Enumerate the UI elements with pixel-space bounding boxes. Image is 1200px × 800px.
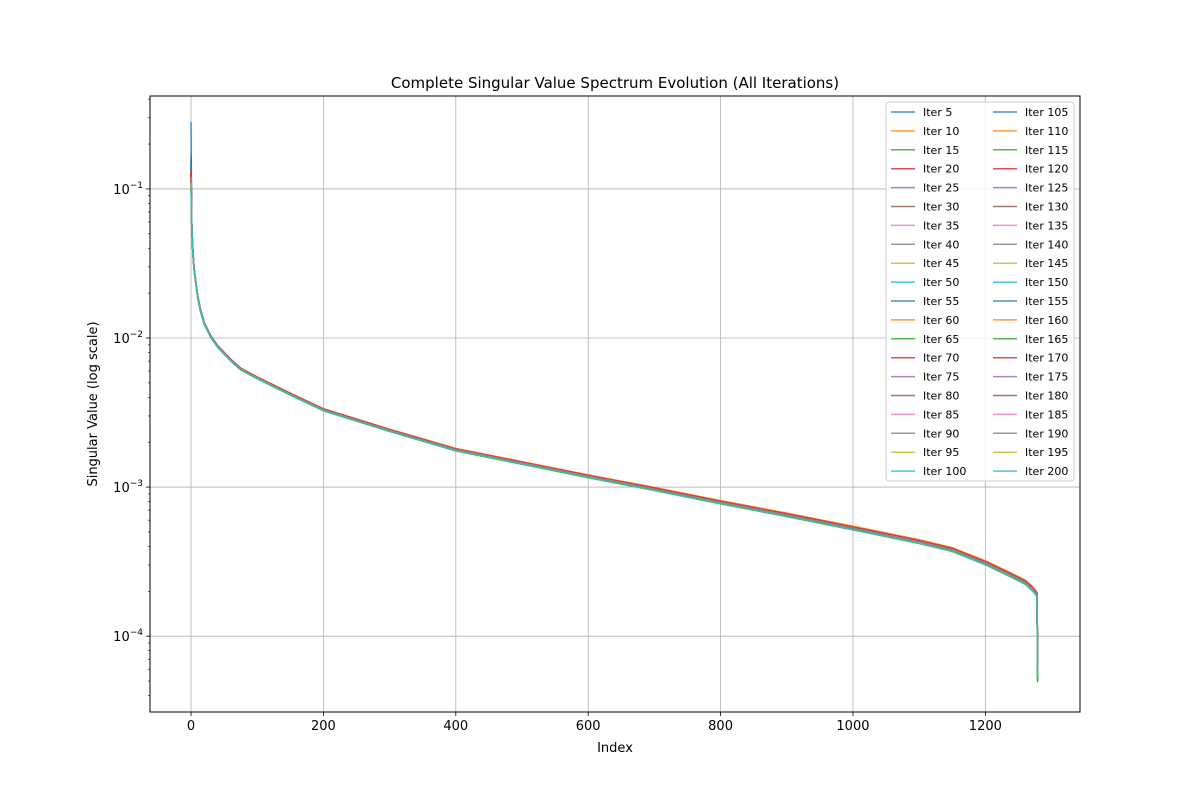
plot-area-frame <box>149 95 1081 713</box>
legend-label: Iter 70 <box>923 352 959 365</box>
legend-label: Iter 10 <box>923 125 959 138</box>
legend-label: Iter 75 <box>923 371 959 384</box>
legend-label: Iter 30 <box>923 201 959 214</box>
x-tick-label: 800 <box>708 719 733 734</box>
legend-label: Iter 110 <box>1025 125 1068 138</box>
legend-label: Iter 155 <box>1025 295 1068 308</box>
y-tick-label: 10−4 <box>113 628 143 645</box>
legend-label: Iter 25 <box>923 182 959 195</box>
legend-label: Iter 170 <box>1025 352 1068 365</box>
legend-label: Iter 190 <box>1025 427 1068 440</box>
legend-label: Iter 80 <box>923 390 959 403</box>
chart-title: Complete Singular Value Spectrum Evoluti… <box>391 74 839 92</box>
legend-label: Iter 195 <box>1025 446 1068 459</box>
x-axis: 0 200 400 600 800 1000 1200 <box>187 712 1002 734</box>
legend-label: Iter 160 <box>1025 314 1068 327</box>
x-tick-label: 0 <box>187 719 195 734</box>
y-tick-label: 10−1 <box>113 181 143 198</box>
legend-box <box>885 101 1075 482</box>
y-tick-label: 10−3 <box>113 479 143 496</box>
legend-label: Iter 140 <box>1025 238 1068 251</box>
legend-label: Iter 185 <box>1025 408 1068 421</box>
x-tick-label: 1000 <box>836 719 869 734</box>
x-tick-label: 1200 <box>969 719 1002 734</box>
x-tick-label: 400 <box>443 719 468 734</box>
legend-label: Iter 135 <box>1025 219 1068 232</box>
x-tick-label: 600 <box>576 719 601 734</box>
legend-label: Iter 90 <box>923 427 959 440</box>
legend-label: Iter 95 <box>923 446 959 459</box>
legend-label: Iter 145 <box>1025 257 1068 270</box>
legend-label: Iter 65 <box>923 333 959 346</box>
legend-label: Iter 180 <box>1025 390 1068 403</box>
legend-label: Iter 40 <box>923 238 959 251</box>
legend-label: Iter 85 <box>923 408 959 421</box>
legend-label: Iter 100 <box>923 465 966 478</box>
x-axis-label: Index <box>597 741 633 756</box>
legend-label: Iter 165 <box>1025 333 1068 346</box>
plot-lines <box>190 122 1039 683</box>
legend: Iter 5 Iter 10 Iter 15 Iter 20 Iter 25 Iter 3… <box>885 101 1075 482</box>
grid <box>150 96 1080 712</box>
legend-label: Iter 200 <box>1025 465 1068 478</box>
legend-label: Iter 50 <box>923 276 959 289</box>
legend-label: Iter 35 <box>923 219 959 232</box>
legend-label: Iter 150 <box>1025 276 1068 289</box>
legend-label: Iter 115 <box>1025 144 1068 157</box>
legend-label: Iter 5 <box>923 106 952 119</box>
legend-label: Iter 55 <box>923 295 959 308</box>
y-axis-label: Singular Value (log scale) <box>86 321 101 486</box>
series-line <box>190 188 1039 679</box>
y-axis: 10−1 10−2 10−3 10−4 <box>113 98 150 696</box>
legend-label: Iter 175 <box>1025 371 1068 384</box>
x-tick-label: 200 <box>311 719 336 734</box>
legend-label: Iter 130 <box>1025 201 1068 214</box>
legend-label: Iter 60 <box>923 314 959 327</box>
y-tick-label: 10−2 <box>113 330 143 347</box>
legend-label: Iter 125 <box>1025 182 1068 195</box>
legend-label: Iter 45 <box>923 257 959 270</box>
legend-label: Iter 120 <box>1025 163 1068 176</box>
legend-label: Iter 105 <box>1025 106 1068 119</box>
legend-label: Iter 20 <box>923 163 959 176</box>
legend-label: Iter 15 <box>923 144 959 157</box>
